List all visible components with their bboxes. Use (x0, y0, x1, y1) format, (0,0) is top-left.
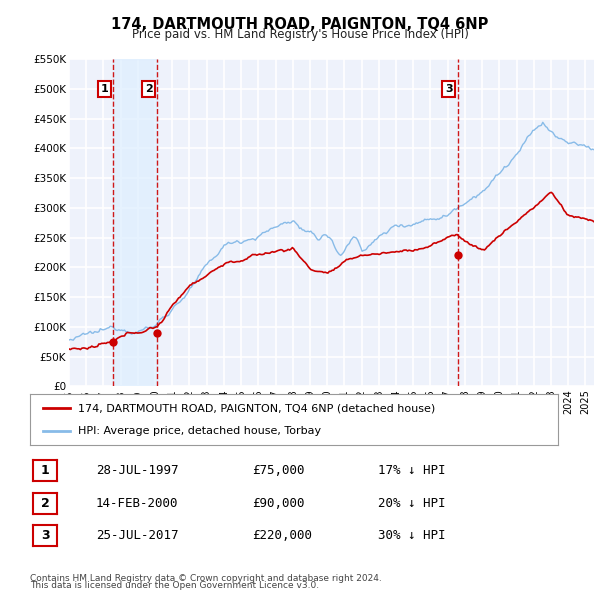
Text: 17% ↓ HPI: 17% ↓ HPI (378, 464, 445, 477)
Text: 174, DARTMOUTH ROAD, PAIGNTON, TQ4 6NP: 174, DARTMOUTH ROAD, PAIGNTON, TQ4 6NP (112, 17, 488, 31)
Text: 3: 3 (41, 529, 49, 542)
Text: Price paid vs. HM Land Registry's House Price Index (HPI): Price paid vs. HM Land Registry's House … (131, 28, 469, 41)
Text: 14-FEB-2000: 14-FEB-2000 (96, 497, 179, 510)
Text: 2: 2 (145, 84, 152, 94)
Text: Contains HM Land Registry data © Crown copyright and database right 2024.: Contains HM Land Registry data © Crown c… (30, 574, 382, 583)
Text: 174, DARTMOUTH ROAD, PAIGNTON, TQ4 6NP (detached house): 174, DARTMOUTH ROAD, PAIGNTON, TQ4 6NP (… (77, 403, 435, 413)
Text: This data is licensed under the Open Government Licence v3.0.: This data is licensed under the Open Gov… (30, 581, 319, 590)
Bar (113, 59, 157, 386)
Text: 30% ↓ HPI: 30% ↓ HPI (378, 529, 445, 542)
Text: 20% ↓ HPI: 20% ↓ HPI (378, 497, 445, 510)
Text: 25-JUL-2017: 25-JUL-2017 (96, 529, 179, 542)
Text: HPI: Average price, detached house, Torbay: HPI: Average price, detached house, Torb… (77, 426, 320, 436)
Text: £75,000: £75,000 (252, 464, 305, 477)
Text: 2: 2 (41, 497, 49, 510)
Text: 28-JUL-1997: 28-JUL-1997 (96, 464, 179, 477)
Text: £220,000: £220,000 (252, 529, 312, 542)
Text: 1: 1 (101, 84, 109, 94)
Text: 1: 1 (41, 464, 49, 477)
Text: 3: 3 (445, 84, 453, 94)
Text: £90,000: £90,000 (252, 497, 305, 510)
